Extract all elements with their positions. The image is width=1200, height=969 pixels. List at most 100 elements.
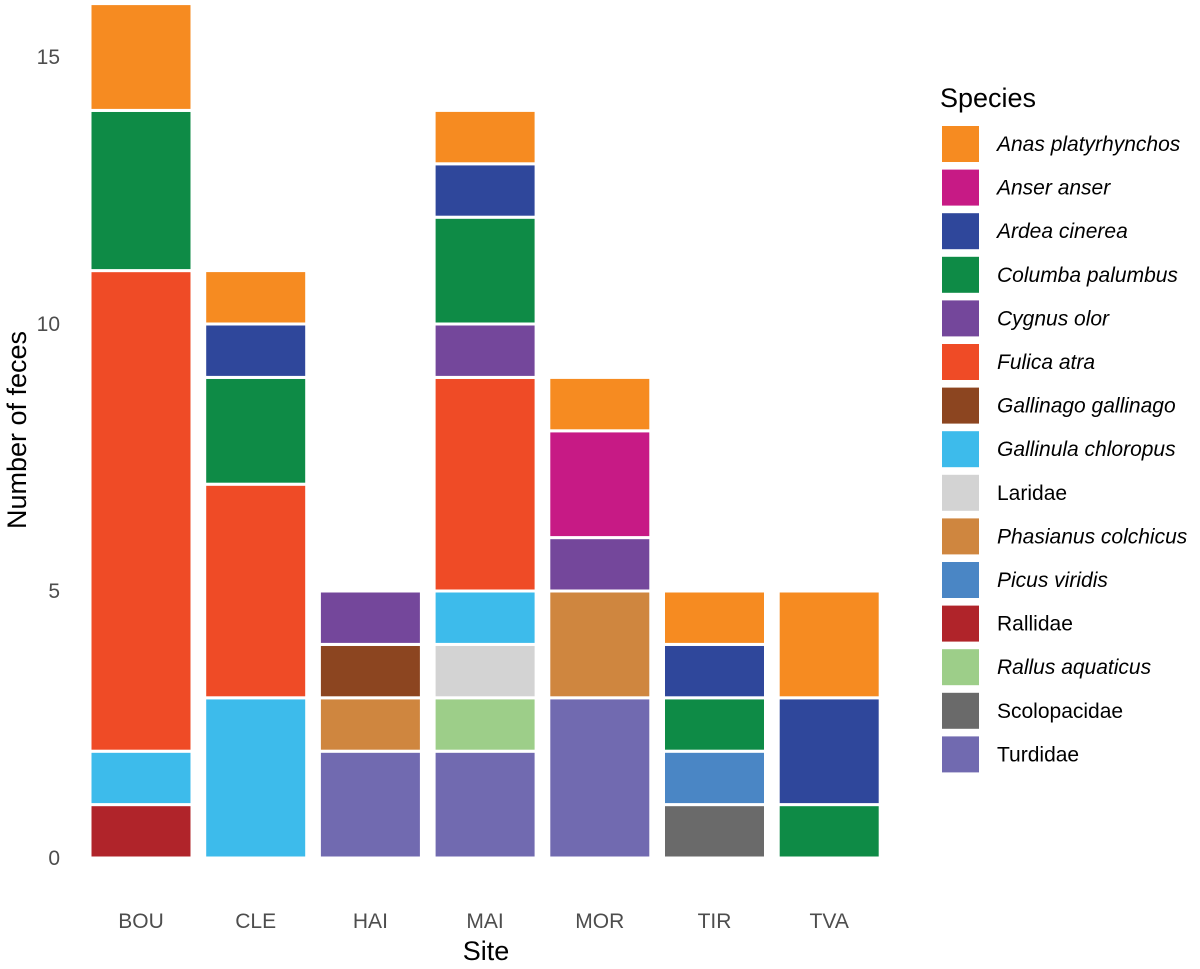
x-tick-label-mor: MOR <box>575 910 624 933</box>
legend-item-ardea-cinerea: Ardea cinerea <box>942 213 1128 250</box>
bar-segment-mai-laridae <box>432 642 538 700</box>
x-axis-ticks: BOU CLE HAI MAI MOR TIR TVA <box>118 910 849 933</box>
bar-segment-bou-fulica-atra <box>88 269 194 753</box>
legend-label-picus-viridis: Picus viridis <box>997 569 1108 592</box>
legend-item-gallinago-gallinago: Gallinago gallinago <box>942 387 1176 424</box>
y-axis-title: Number of feces <box>2 331 32 529</box>
bar-segment-tir-picus-viridis <box>662 749 767 807</box>
legend-label-phasianus-colchicus: Phasianus colchicus <box>997 525 1188 548</box>
bar-segment-mai-ardea-cinerea <box>432 162 538 219</box>
x-tick-label-mai: MAI <box>466 910 503 933</box>
legend-label-scolopacidae: Scolopacidae <box>997 700 1123 723</box>
bar-segment-mai-columba-palumbus <box>432 215 538 326</box>
legend-title: Species <box>940 83 1036 113</box>
legend-swatch-turdidae <box>942 736 979 773</box>
bar-segment-tir-ardea-cinerea <box>662 642 767 700</box>
legend-label-columba-palumbus: Columba palumbus <box>997 264 1178 287</box>
bar-segment-bou-columba-palumbus <box>88 108 194 273</box>
legend-swatch-ardea-cinerea <box>942 213 979 250</box>
legend-item-columba-palumbus: Columba palumbus <box>942 256 1178 293</box>
bar-segment-mor-cygnus-olor <box>547 536 653 593</box>
legend-item-fulica-atra: Fulica atra <box>942 344 1095 380</box>
bar-segment-mai-turdidae <box>432 749 538 860</box>
bar-segment-bou-gallinula-chloropus <box>88 749 194 807</box>
bar-segment-bou-anas-platyrhynchos <box>88 2 194 112</box>
y-axis-ticks: 0 5 10 15 <box>37 46 60 870</box>
x-axis-title: Site <box>463 936 510 964</box>
legend-swatch-anser-anser <box>942 169 979 206</box>
legend-item-anas-platyrhynchos: Anas platyrhynchos <box>942 126 1181 162</box>
bar-segment-mai-gallinula-chloropus <box>432 589 538 646</box>
legend-swatch-laridae <box>942 474 979 511</box>
bar-segment-tir-scolopacidae <box>662 803 767 860</box>
legend-swatch-scolopacidae <box>942 692 979 729</box>
legend-swatch-columba-palumbus <box>942 256 979 293</box>
y-tick-label-0: 0 <box>48 847 60 870</box>
x-tick-label-tir: TIR <box>698 910 732 933</box>
legend-item-rallidae: Rallidae <box>942 605 1073 642</box>
legend-item-scolopacidae: Scolopacidae <box>942 692 1123 729</box>
bar-segment-mai-fulica-atra <box>432 375 538 593</box>
bar-segment-cle-gallinula-chloropus <box>203 696 309 860</box>
legend-item-turdidae: Turdidae <box>942 736 1079 773</box>
bar-segment-tir-columba-palumbus <box>662 696 767 753</box>
bar-segment-hai-gallinago-gallinago <box>317 642 423 700</box>
legend-item-gallinula-chloropus: Gallinula chloropus <box>942 431 1176 468</box>
x-tick-label-hai: HAI <box>353 910 388 933</box>
bar-segment-tva-anas-platyrhynchos <box>776 589 882 700</box>
legend-label-ardea-cinerea: Ardea cinerea <box>995 220 1128 243</box>
bar-segment-mor-anas-platyrhynchos <box>547 375 653 433</box>
legend-label-gallinago-gallinago: Gallinago gallinago <box>997 395 1176 418</box>
legend-item-laridae: Laridae <box>942 474 1067 511</box>
legend-item-rallus-aquaticus: Rallus aquaticus <box>942 649 1152 686</box>
bar-segment-hai-turdidae <box>317 749 423 860</box>
legend-label-rallidae: Rallidae <box>997 613 1073 636</box>
bar-segment-cle-anas-platyrhynchos <box>203 269 309 326</box>
x-tick-label-bou: BOU <box>118 910 164 933</box>
legend-item-cygnus-olor: Cygnus olor <box>942 300 1110 337</box>
y-tick-label-10: 10 <box>37 313 60 336</box>
bar-segment-tva-ardea-cinerea <box>776 696 882 807</box>
bar-segment-mor-phasianus-colchicus <box>547 589 653 700</box>
bar-segment-mai-rallus-aquaticus <box>432 696 538 753</box>
legend-label-rallus-aquaticus: Rallus aquaticus <box>997 656 1152 679</box>
legend-item-anser-anser: Anser anser <box>942 169 1111 206</box>
legend-swatch-fulica-atra <box>942 344 979 380</box>
y-tick-label-15: 15 <box>37 46 60 69</box>
bar-segment-mai-cygnus-olor <box>432 322 538 379</box>
legend-label-turdidae: Turdidae <box>997 743 1079 766</box>
legend-label-fulica-atra: Fulica atra <box>997 351 1095 374</box>
bar-segment-mor-turdidae <box>547 696 653 860</box>
x-tick-label-cle: CLE <box>235 910 276 933</box>
bars-layer <box>88 2 882 860</box>
bar-segment-mai-anas-platyrhynchos <box>432 108 538 166</box>
legend-label-laridae: Laridae <box>997 482 1067 505</box>
bar-segment-bou-rallidae <box>88 803 194 860</box>
legend-swatch-rallidae <box>942 605 979 642</box>
legend: Species Anas platyrhynchos Anser anser Ard… <box>940 83 1188 773</box>
bar-segment-mor-anser-anser <box>547 429 653 540</box>
legend-item-picus-viridis: Picus viridis <box>942 562 1108 598</box>
bar-segment-tva-columba-palumbus <box>776 803 882 860</box>
y-tick-label-5: 5 <box>48 580 60 603</box>
legend-swatch-phasianus-colchicus <box>942 518 979 555</box>
legend-swatch-gallinago-gallinago <box>942 387 979 424</box>
legend-swatch-cygnus-olor <box>942 300 979 337</box>
legend-label-anser-anser: Anser anser <box>995 177 1111 200</box>
legend-swatch-rallus-aquaticus <box>942 649 979 686</box>
legend-swatch-picus-viridis <box>942 562 979 598</box>
x-tick-label-tva: TVA <box>810 910 849 933</box>
legend-label-gallinula-chloropus: Gallinula chloropus <box>997 438 1176 461</box>
legend-swatch-gallinula-chloropus <box>942 431 979 468</box>
bar-segment-cle-ardea-cinerea <box>203 322 309 379</box>
legend-item-phasianus-colchicus: Phasianus colchicus <box>942 518 1188 555</box>
bar-segment-hai-phasianus-colchicus <box>317 696 423 753</box>
legend-items: Anas platyrhynchos Anser anser Ardea ciner… <box>942 126 1188 773</box>
legend-label-anas-platyrhynchos: Anas platyrhynchos <box>995 133 1181 156</box>
bar-segment-tir-anas-platyrhynchos <box>662 589 767 646</box>
bar-segment-hai-cygnus-olor <box>317 589 423 646</box>
legend-swatch-anas-platyrhynchos <box>942 126 979 162</box>
legend-label-cygnus-olor: Cygnus olor <box>997 307 1110 330</box>
